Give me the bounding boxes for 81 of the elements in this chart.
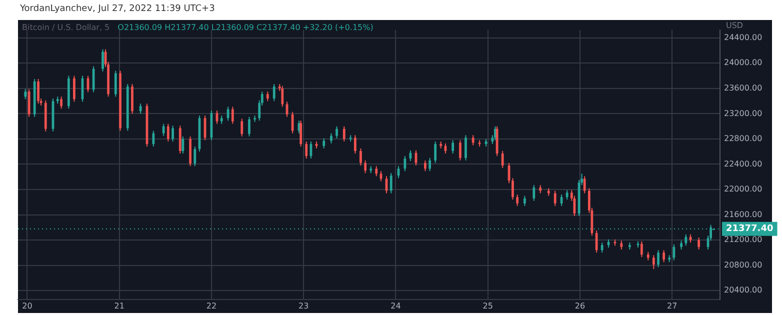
x-tick-label: 23 bbox=[298, 301, 309, 310]
candlestick bbox=[72, 75, 76, 102]
text: YordanLyanchev, Jul 27, 2022 11:39 UTC+3 bbox=[20, 4, 215, 14]
candlestick bbox=[336, 126, 338, 139]
candlestick bbox=[182, 136, 184, 154]
candlestick bbox=[657, 250, 660, 268]
candlestick bbox=[464, 134, 467, 161]
candlestick bbox=[595, 230, 598, 254]
candlestick bbox=[652, 254, 655, 270]
candlestick bbox=[459, 140, 462, 161]
candlestick bbox=[672, 244, 676, 261]
candlestick bbox=[172, 125, 174, 142]
chart-subtitle: O21360.09 H21377.40 L21360.09 C21377.40 +32.20 (+0.15%) bbox=[118, 23, 374, 32]
candlestick bbox=[600, 242, 604, 254]
candlestick bbox=[472, 134, 474, 146]
candlestick bbox=[404, 156, 406, 172]
candlestick bbox=[380, 170, 382, 182]
y-tick-label: 24400.00 bbox=[724, 32, 762, 42]
candlestick bbox=[178, 125, 182, 154]
candlestick bbox=[248, 116, 250, 137]
candlestick bbox=[266, 91, 269, 102]
candlestick bbox=[152, 130, 155, 148]
candlestick bbox=[322, 138, 326, 149]
y-tick-label: 20800.00 bbox=[724, 260, 762, 270]
candlestick bbox=[501, 150, 504, 169]
candlestick bbox=[523, 195, 526, 206]
candlestick bbox=[194, 146, 196, 167]
x-tick-label: 22 bbox=[206, 301, 217, 310]
candlestick bbox=[434, 140, 437, 164]
y-tick-label: 23200.00 bbox=[724, 108, 762, 118]
candlestick bbox=[272, 84, 276, 102]
candlestick bbox=[583, 176, 586, 194]
candlestick bbox=[231, 106, 234, 124]
candlestick bbox=[166, 123, 170, 142]
candlestick bbox=[452, 140, 454, 154]
candlestick bbox=[684, 234, 688, 246]
candlestick bbox=[305, 140, 308, 160]
y-tick-label: 22400.00 bbox=[724, 159, 762, 168]
candlestick bbox=[424, 160, 426, 172]
candlestick bbox=[330, 132, 332, 144]
candlestick bbox=[354, 134, 356, 154]
candlestick bbox=[512, 178, 514, 200]
ref-line-label: 21377.40 bbox=[726, 224, 774, 234]
x-tick-label: 25 bbox=[482, 301, 493, 310]
y-tick-label: 21200.00 bbox=[724, 235, 762, 244]
candlestick bbox=[364, 160, 367, 174]
candlestick bbox=[24, 88, 27, 100]
y-tick-label: 24000.00 bbox=[724, 58, 762, 68]
y-tick-label: 21600.00 bbox=[724, 210, 762, 219]
y-tick-label: 23600.00 bbox=[724, 84, 762, 93]
y-tick-label: 22800.00 bbox=[724, 134, 762, 144]
x-tick-label: 26 bbox=[574, 301, 586, 310]
candlestick bbox=[516, 194, 519, 206]
candlestick bbox=[566, 190, 568, 200]
candlestick bbox=[390, 172, 392, 194]
candlestick bbox=[532, 184, 536, 202]
candlestick bbox=[375, 166, 378, 177]
chart-title: Bitcoin / U.S. Dollar, 5 bbox=[22, 23, 110, 32]
x-tick-label: 21 bbox=[114, 301, 124, 310]
x-tick-label: 24 bbox=[390, 301, 401, 310]
x-tick-label: 20 bbox=[22, 301, 32, 310]
candlestick bbox=[37, 78, 40, 104]
candlestick bbox=[428, 157, 432, 172]
candlestick bbox=[360, 148, 362, 166]
candlestick bbox=[640, 240, 643, 258]
candlestick bbox=[300, 120, 302, 148]
candlestick bbox=[28, 88, 30, 118]
candlestick bbox=[240, 118, 244, 137]
candlestick bbox=[281, 85, 284, 108]
candlestick bbox=[114, 70, 117, 98]
x-tick-label: 27 bbox=[667, 301, 678, 310]
y-axis-title: USD bbox=[726, 21, 744, 30]
candlestick bbox=[60, 96, 62, 110]
y-tick-label: 20400.00 bbox=[724, 286, 762, 295]
candlestick bbox=[698, 237, 700, 250]
candlestick bbox=[342, 126, 346, 142]
candlestick bbox=[162, 123, 165, 136]
candlestick bbox=[662, 250, 666, 263]
y-tick-label: 22000.00 bbox=[724, 184, 762, 194]
candlestick bbox=[102, 48, 104, 72]
candlestick bbox=[554, 190, 556, 206]
